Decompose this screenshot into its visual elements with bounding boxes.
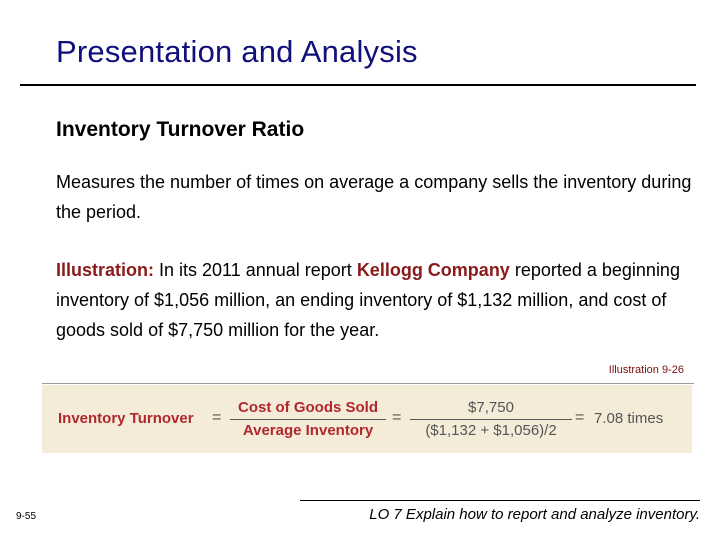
equals-sign: = bbox=[575, 409, 585, 426]
value-denominator: ($1,132 + $1,056)/2 bbox=[425, 422, 557, 439]
page-number: 9-55 bbox=[16, 511, 37, 522]
section-heading: Inventory Turnover Ratio bbox=[56, 118, 305, 141]
definition-text: Measures the number of times on average … bbox=[56, 172, 692, 222]
value-numerator: $7,750 bbox=[468, 399, 514, 416]
title-divider bbox=[20, 84, 696, 86]
slide-title: Presentation and Analysis bbox=[56, 34, 418, 69]
illustration-reference: Illustration 9-26 bbox=[608, 364, 684, 376]
value-fraction: $7,750 ($1,132 + $1,056)/2 bbox=[410, 398, 572, 441]
formula-denominator: Average Inventory bbox=[242, 422, 374, 439]
illustration-text-1: In its 2011 annual report bbox=[154, 260, 357, 280]
illustration-paragraph: Illustration: In its 2011 annual report … bbox=[56, 255, 716, 345]
equals-sign: = bbox=[212, 409, 222, 426]
formula-label: Inventory Turnover bbox=[58, 410, 194, 427]
company-name: Kellogg Company bbox=[356, 260, 510, 280]
illustration-label: Illustration: bbox=[56, 260, 154, 280]
fraction-bar bbox=[230, 419, 386, 420]
learning-objective: LO 7 Explain how to report and analyze i… bbox=[369, 506, 700, 523]
equals-sign: = bbox=[392, 409, 402, 426]
illustration-text-2: reported a beginning inventory of $1,056… bbox=[56, 260, 680, 340]
formula-panel: Inventory Turnover = Cost of Goods Sold … bbox=[42, 385, 692, 453]
formula-divider bbox=[42, 383, 694, 384]
fraction-bar bbox=[410, 419, 572, 420]
formula-fraction: Cost of Goods Sold Average Inventory bbox=[230, 398, 386, 441]
formula-result: 7.08 times bbox=[594, 410, 664, 427]
footer-divider bbox=[300, 500, 700, 501]
formula-numerator: Cost of Goods Sold bbox=[238, 399, 378, 416]
